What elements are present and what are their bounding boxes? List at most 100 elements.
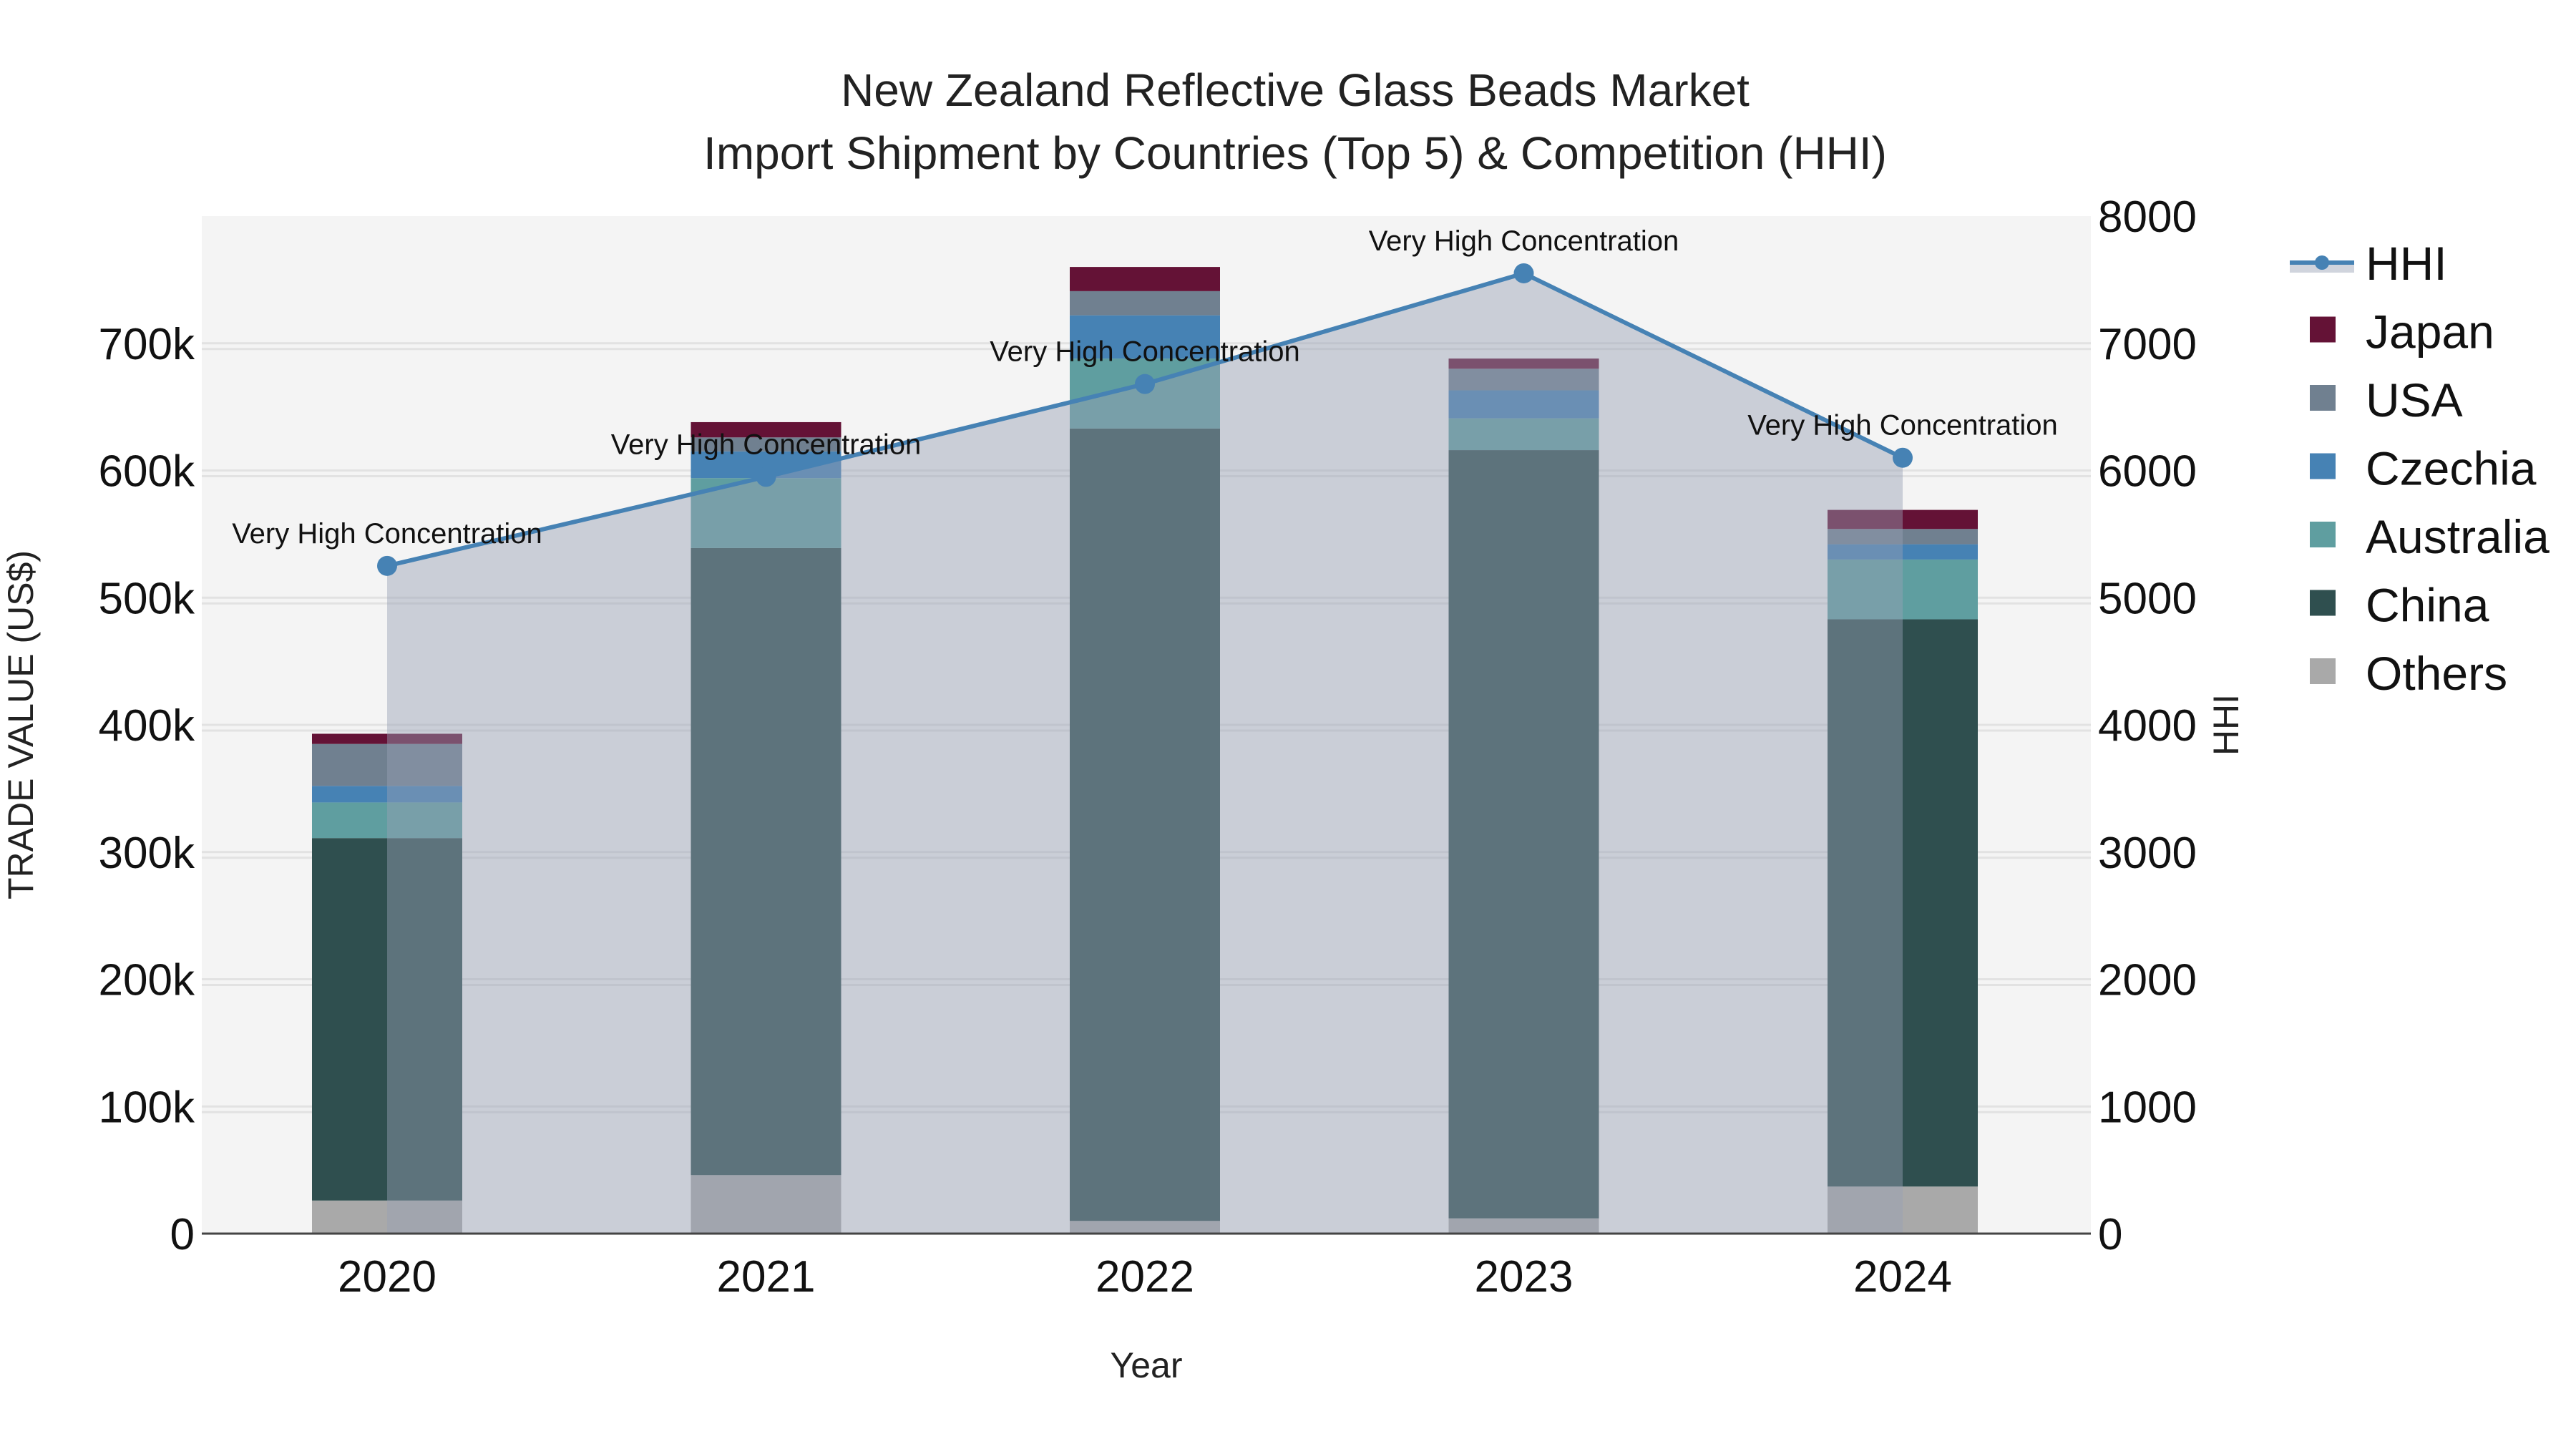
bar-stack-2024 xyxy=(1828,509,1978,1234)
bar-segment-usa xyxy=(1448,369,1599,391)
y-axis-ticks: 0 100k 200k 300k 400k 500k 600k 700k xyxy=(99,320,195,1259)
legend: HHI Japan USA Czechia Australia China Others xyxy=(2290,237,2550,700)
x-axis-ticks: 2020 2021 2022 2023 2024 xyxy=(338,1252,1952,1302)
bar-segment-australia xyxy=(1448,418,1599,451)
hhi-marker xyxy=(1513,263,1534,283)
legend-swatch-icon xyxy=(2310,658,2336,684)
bar-segment-china xyxy=(691,547,841,1176)
legend-item-others: Others xyxy=(2310,647,2507,700)
legend-label: Japan xyxy=(2366,306,2494,358)
bar-segment-japan xyxy=(1070,267,1220,291)
bar-segment-japan xyxy=(1828,509,1978,530)
legend-swatch-icon xyxy=(2310,316,2336,343)
legend-item-japan: Japan xyxy=(2310,306,2494,358)
y2-axis-ticks: 0 1000 2000 3000 4000 5000 6000 7000 8000 xyxy=(2098,192,2197,1259)
hhi-marker xyxy=(1893,447,1913,468)
hhi-annotation: Very High Concentration xyxy=(611,429,922,460)
legend-item-usa: USA xyxy=(2310,374,2463,426)
y-tick-label: 500k xyxy=(99,574,195,623)
chart-subtitle: Import Shipment by Countries (Top 5) & C… xyxy=(703,127,1887,179)
y2-axis-title: HHI xyxy=(2206,694,2246,756)
y-tick-label: 200k xyxy=(99,956,195,1005)
y2-tick-label: 0 xyxy=(2098,1210,2122,1259)
bar-segment-usa xyxy=(312,743,462,786)
bar-segment-australia xyxy=(1828,559,1978,620)
bar-segment-usa xyxy=(1828,529,1978,545)
bar-segment-japan xyxy=(312,733,462,744)
x-tick-label: 2021 xyxy=(717,1252,816,1302)
legend-label: HHI xyxy=(2366,237,2447,290)
bar-segment-others xyxy=(1448,1218,1599,1234)
hhi-area-fill xyxy=(387,273,1903,1234)
bar-segment-czechia xyxy=(1070,315,1220,359)
bar-stack-2022 xyxy=(1070,267,1220,1234)
hhi-annotation: Very High Concentration xyxy=(990,336,1300,368)
hhi-annotation: Very High Concentration xyxy=(1747,410,2058,441)
y-tick-label: 400k xyxy=(99,701,195,751)
bar-stack-2023 xyxy=(1448,358,1599,1234)
legend-swatch-icon xyxy=(2310,453,2336,479)
bar-segment-japan xyxy=(1448,358,1599,369)
bar-segment-china xyxy=(1070,428,1220,1221)
legend-label: Others xyxy=(2366,647,2507,700)
bar-stack-2021 xyxy=(691,421,841,1234)
legend-swatch-icon xyxy=(2310,522,2336,547)
bar-segment-others xyxy=(312,1200,462,1234)
legend-item-china: China xyxy=(2310,579,2489,632)
x-axis-title: Year xyxy=(1110,1345,1182,1385)
legend-swatch-icon xyxy=(2310,590,2336,616)
hhi-annotation: Very High Concentration xyxy=(232,518,542,550)
bar-segment-usa xyxy=(691,437,841,452)
bar-segment-czechia xyxy=(1448,390,1599,419)
x-tick-label: 2020 xyxy=(338,1252,436,1302)
y-tick-label: 600k xyxy=(99,447,195,497)
y2-tick-label: 1000 xyxy=(2098,1083,2197,1132)
bar-segment-czechia xyxy=(1828,544,1978,560)
legend-item-hhi: HHI xyxy=(2290,237,2447,290)
bar-segment-china xyxy=(312,838,462,1201)
y-tick-label: 100k xyxy=(99,1083,195,1132)
bar-segment-others xyxy=(1070,1221,1220,1234)
bar-segment-china xyxy=(1828,619,1978,1187)
y2-tick-label: 8000 xyxy=(2098,192,2197,242)
y2-tick-label: 7000 xyxy=(2098,320,2197,369)
hhi-marker xyxy=(377,555,397,576)
x-tick-label: 2022 xyxy=(1096,1252,1194,1302)
y2-tick-label: 5000 xyxy=(2098,574,2197,623)
y-tick-label: 700k xyxy=(99,320,195,369)
hhi-marker xyxy=(1135,374,1155,394)
bar-segment-others xyxy=(691,1175,841,1234)
bar-segment-usa xyxy=(1070,291,1220,316)
y-axis-title: TRADE VALUE (US$) xyxy=(1,550,41,899)
y-tick-label: 300k xyxy=(99,829,195,878)
bar-segment-others xyxy=(1828,1186,1978,1234)
y2-tick-label: 4000 xyxy=(2098,701,2197,751)
chart-title: New Zealand Reflective Glass Beads Marke… xyxy=(841,64,1750,116)
legend-marker-icon xyxy=(2315,255,2329,270)
x-tick-label: 2024 xyxy=(1853,1252,1952,1302)
bar-segment-czechia xyxy=(312,786,462,803)
y-tick-label: 0 xyxy=(170,1210,195,1259)
x-tick-label: 2023 xyxy=(1475,1252,1574,1302)
legend-label: Australia xyxy=(2366,510,2550,563)
legend-item-czechia: Czechia xyxy=(2310,442,2537,495)
legend-swatch-icon xyxy=(2310,385,2336,411)
legend-label: Czechia xyxy=(2366,442,2537,495)
hhi-annotations: Very High Concentration Very High Concent… xyxy=(232,225,2058,550)
bar-segment-china xyxy=(1448,450,1599,1219)
legend-label: USA xyxy=(2366,374,2463,426)
bar-stack-2020 xyxy=(312,733,462,1234)
hhi-line xyxy=(377,263,1913,1234)
y2-tick-label: 2000 xyxy=(2098,956,2197,1005)
hhi-marker xyxy=(756,467,776,487)
bar-segment-japan xyxy=(691,421,841,438)
legend-item-australia: Australia xyxy=(2310,510,2550,563)
y2-tick-label: 6000 xyxy=(2098,447,2197,497)
hhi-annotation: Very High Concentration xyxy=(1369,225,1679,257)
y2-tick-label: 3000 xyxy=(2098,829,2197,878)
bar-segment-australia xyxy=(312,802,462,839)
legend-label: China xyxy=(2366,579,2489,632)
stacked-bars xyxy=(312,267,1978,1234)
